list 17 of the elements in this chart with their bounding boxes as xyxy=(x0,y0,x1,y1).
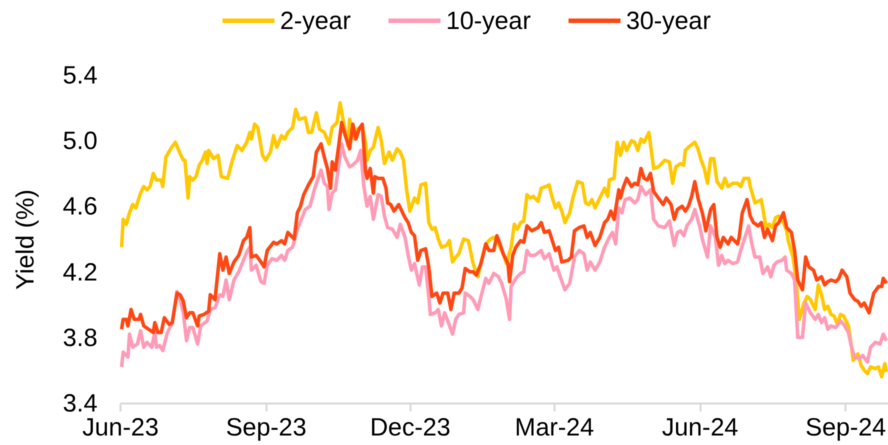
x-tick-label: Sep-24 xyxy=(805,414,886,442)
y-tick-label: 4.2 xyxy=(62,258,98,286)
y-axis-title: Yield (%) xyxy=(12,189,40,290)
x-tick-label: Jun-24 xyxy=(662,414,738,442)
y-tick-label: 3.8 xyxy=(62,324,98,352)
x-tick-label: Dec-23 xyxy=(370,414,451,442)
y-tick-label: 5.0 xyxy=(62,127,98,156)
line-series xyxy=(120,120,888,334)
line-series xyxy=(120,101,888,379)
legend-label: 30-year xyxy=(626,6,711,35)
x-tick-label: Sep-23 xyxy=(226,414,306,442)
y-tick-label: 4.6 xyxy=(62,192,98,221)
legend-label: 10-year xyxy=(446,6,531,35)
x-tick-label: Mar-24 xyxy=(514,414,594,442)
legend-label: 2-year xyxy=(280,6,351,35)
y-tick-label: 5.4 xyxy=(62,62,98,90)
line-series xyxy=(120,142,888,369)
